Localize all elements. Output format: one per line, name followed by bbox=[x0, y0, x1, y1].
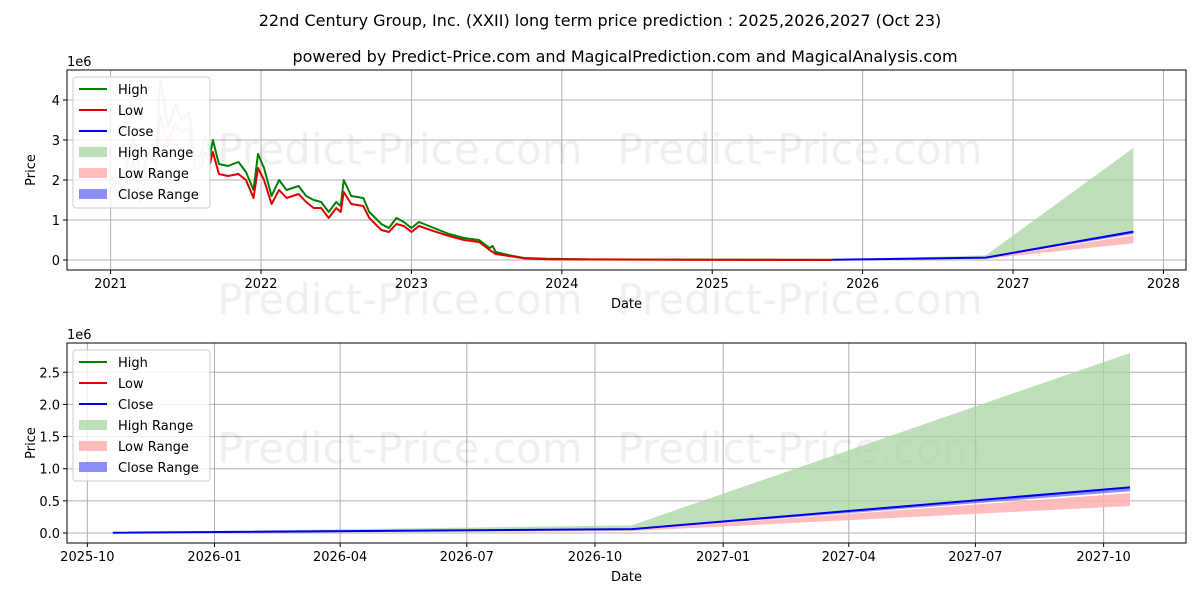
legend-label: Close Range bbox=[118, 188, 199, 203]
y-axis-label: Price bbox=[24, 154, 39, 186]
legend: High Low Close High Range Low Range Close Ran… bbox=[72, 349, 211, 482]
legend-swatch-patch bbox=[79, 147, 107, 157]
y-multiplier: 1e6 bbox=[67, 328, 92, 343]
watermark: Predict-Price.com bbox=[617, 275, 982, 324]
x-tick-label: 2027-01 bbox=[696, 550, 750, 565]
legend-label: Close Range bbox=[118, 461, 199, 476]
x-tick-label: 2026-04 bbox=[313, 550, 367, 565]
x-tick-label: 2027-10 bbox=[1076, 550, 1130, 565]
legend: High Low Close High Range Low Range Close Ran… bbox=[72, 76, 211, 209]
y-tick-label: 3 bbox=[52, 134, 60, 149]
legend-label: Close bbox=[118, 398, 153, 413]
x-tick-label: 2025-10 bbox=[60, 550, 114, 565]
x-tick-label: 2022 bbox=[244, 277, 277, 292]
watermark: Predict-Price.com bbox=[617, 125, 982, 174]
legend-swatch-patch bbox=[79, 189, 107, 199]
top-chart: 2021 2022 2023 2024 2025 2026 2027 2028 0 1 2 3 4 1e6… bbox=[24, 55, 1187, 324]
legend-label: Low bbox=[118, 377, 144, 392]
legend-swatch-patch bbox=[79, 168, 107, 178]
y-tick-label: 1.5 bbox=[39, 431, 60, 446]
x-tick-label: 2027 bbox=[996, 277, 1029, 292]
x-tick-label: 2021 bbox=[94, 277, 127, 292]
high-range-band bbox=[832, 148, 1134, 260]
x-tick-label: 2026-01 bbox=[187, 550, 241, 565]
low-line bbox=[208, 151, 833, 261]
x-tick-label: 2026-10 bbox=[568, 550, 622, 565]
legend-label: High Range bbox=[118, 146, 193, 161]
x-tick-label: 2025 bbox=[696, 277, 729, 292]
legend-swatch-patch bbox=[79, 420, 107, 430]
low-range-band bbox=[832, 235, 1134, 260]
x-tick-label: 2026 bbox=[846, 277, 879, 292]
high-range-band bbox=[112, 352, 1131, 533]
y-tick-label: 1 bbox=[52, 214, 60, 229]
close-line bbox=[832, 230, 1134, 261]
legend-label: Close bbox=[118, 125, 153, 140]
legend-label: Low Range bbox=[118, 440, 189, 455]
bottom-chart: 2025-10 2026-01 2026-04 2026-07 2026-10 2027-… bbox=[24, 328, 1187, 585]
x-tick-label: 2026-07 bbox=[440, 550, 494, 565]
legend-label: High bbox=[118, 356, 148, 371]
chart-subtitle: powered by Predict-Price.com and Magical… bbox=[292, 47, 957, 66]
x-axis-label: Date bbox=[611, 297, 642, 312]
legend-swatch-patch bbox=[79, 441, 107, 451]
legend-label: Low bbox=[118, 104, 144, 119]
y-tick-label: 0.0 bbox=[39, 527, 60, 542]
y-tick-label: 0.5 bbox=[39, 495, 60, 510]
close-line bbox=[112, 486, 1131, 534]
x-tick-label: 2028 bbox=[1147, 277, 1180, 292]
x-tick-label: 2024 bbox=[545, 277, 578, 292]
low-range-band bbox=[112, 493, 1131, 533]
y-multiplier: 1e6 bbox=[67, 55, 92, 70]
legend-label: Low Range bbox=[118, 167, 189, 182]
watermark: Predict-Price.com bbox=[217, 275, 582, 324]
legend-box bbox=[72, 349, 211, 482]
axes-frame bbox=[66, 342, 1187, 544]
y-tick-label: 2.5 bbox=[39, 366, 60, 381]
plot-area bbox=[112, 352, 1131, 534]
y-tick-label: 2 bbox=[52, 174, 60, 189]
x-tick-label: 2027-04 bbox=[822, 550, 876, 565]
high-line bbox=[208, 139, 833, 261]
legend-box bbox=[72, 76, 211, 209]
x-axis-label: Date bbox=[611, 570, 642, 585]
watermark: Predict-Price.com bbox=[217, 424, 582, 473]
x-tick-label: 2027-07 bbox=[948, 550, 1002, 565]
y-tick-label: 4 bbox=[52, 94, 60, 109]
axes-frame bbox=[66, 69, 1187, 271]
y-tick-label: 1.0 bbox=[39, 463, 60, 478]
y-tick-label: 0 bbox=[52, 254, 60, 269]
y-tick-label: 2.0 bbox=[39, 398, 60, 413]
legend-label: High Range bbox=[118, 419, 193, 434]
y-axis-label: Price bbox=[24, 427, 39, 459]
chart-title: 22nd Century Group, Inc. (XXII) long ter… bbox=[259, 11, 942, 30]
legend-label: High bbox=[118, 83, 148, 98]
legend-swatch-patch bbox=[79, 462, 107, 472]
watermark: Predict-Price.com bbox=[217, 125, 582, 174]
x-tick-label: 2023 bbox=[395, 277, 428, 292]
